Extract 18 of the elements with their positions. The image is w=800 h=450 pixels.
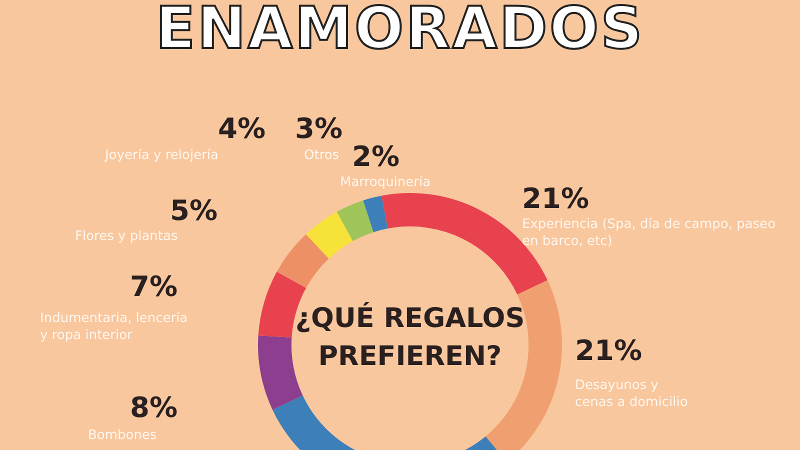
slice-label: Experiencia (Spa, día de campo, paseo en barco, etc) <box>522 216 777 250</box>
slice-label: Desayunos y cenas a domicilio <box>575 377 689 411</box>
data-label: 3% <box>295 112 343 145</box>
data-label: 8% <box>130 391 178 424</box>
data-label: 21% <box>522 182 590 215</box>
data-label: 5% <box>170 194 218 227</box>
data-label: 21% <box>575 334 642 367</box>
data-label: 2% <box>352 140 400 173</box>
data-label: 7% <box>130 270 178 303</box>
slice-label: Marroquinería <box>340 174 432 191</box>
slice-label: Flores y plantas <box>75 228 179 245</box>
text: ¿QUÉ REGALOS PREFIEREN? <box>294 301 526 374</box>
slice-label: Otros <box>304 148 340 163</box>
chart-title: ENAMORADOS <box>154 0 646 62</box>
slice-label: Bombones <box>88 427 158 444</box>
slice-label: Joyería y relojería <box>105 147 220 164</box>
slice-label: Indumentaria, lencería y ropa interior <box>40 310 189 344</box>
data-label: 4% <box>218 112 266 145</box>
